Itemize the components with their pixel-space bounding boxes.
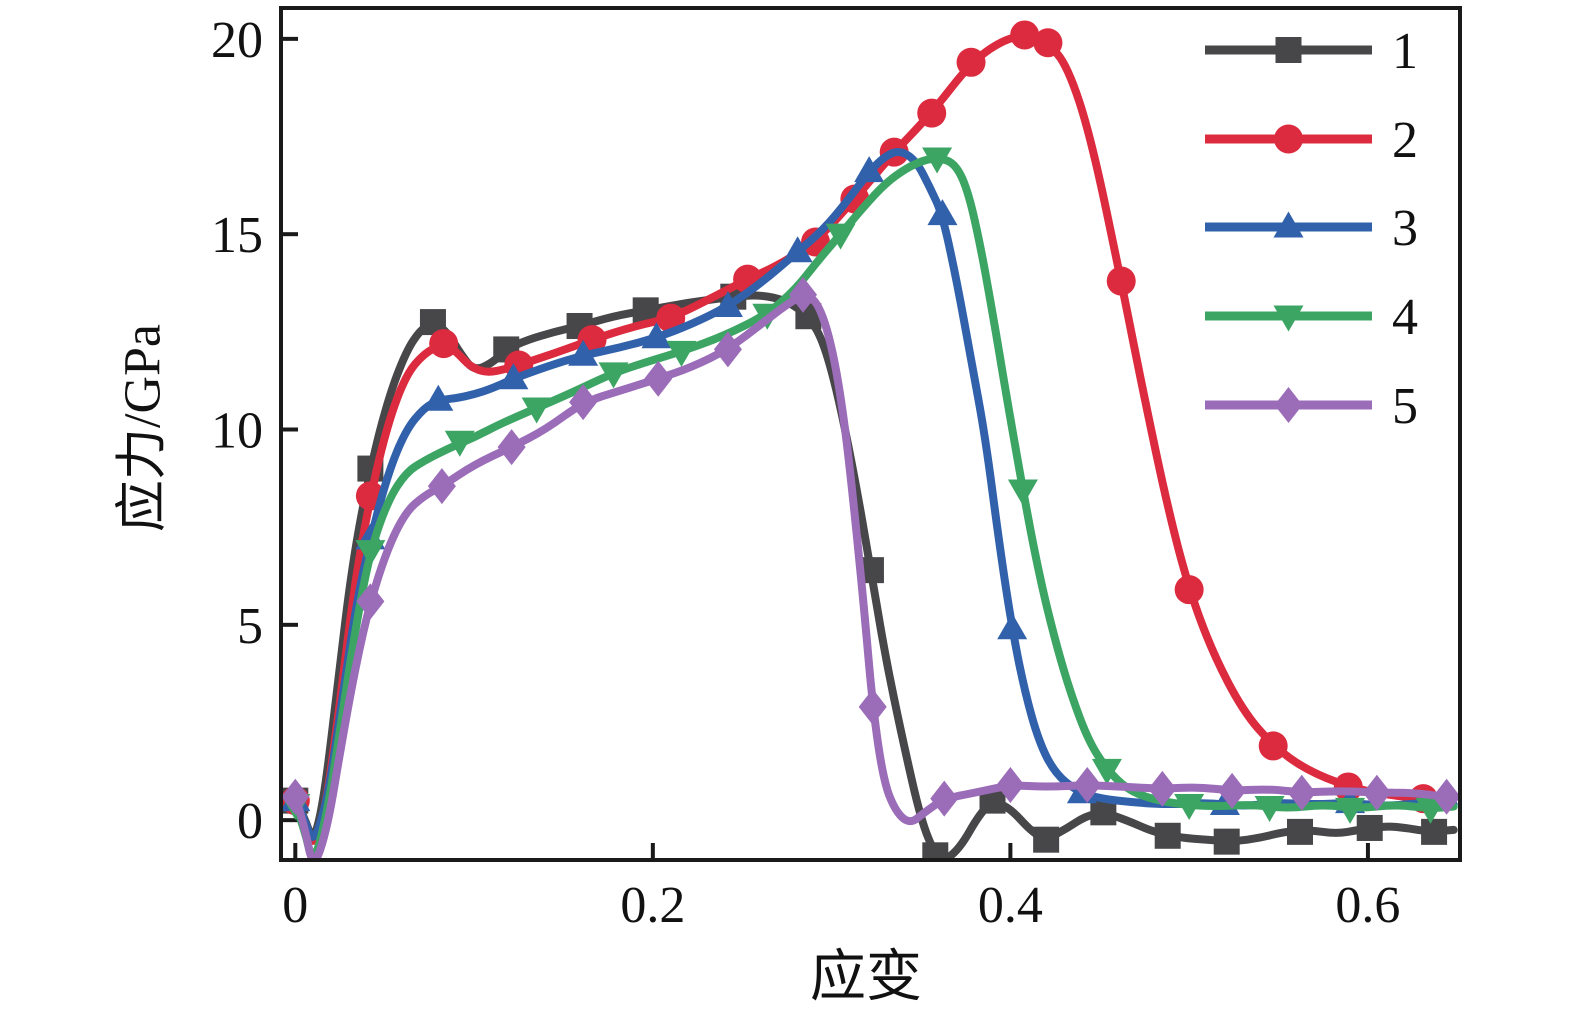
- series-1-marker: [1033, 826, 1060, 853]
- series-layer: [281, 20, 1460, 860]
- series-5-marker: [1432, 778, 1460, 815]
- legend-label: 3: [1392, 200, 1418, 257]
- series-2-marker: [1106, 266, 1136, 296]
- legend-item-4: 4: [1205, 289, 1418, 346]
- series-5-line: [291, 292, 1458, 860]
- series-2-marker: [1033, 28, 1063, 58]
- series-1-marker: [1213, 828, 1240, 855]
- series-5-marker: [930, 780, 959, 817]
- legend-marker: [1273, 305, 1304, 332]
- series-2-marker: [429, 329, 459, 359]
- series-4-marker: [1415, 797, 1446, 824]
- series-5-marker: [569, 384, 598, 421]
- series-5-marker: [1362, 774, 1391, 811]
- series-4-marker: [825, 223, 856, 250]
- x-tick-label: 0.6: [1335, 877, 1400, 934]
- series-5-marker: [644, 360, 673, 397]
- series-1-marker: [1154, 822, 1181, 849]
- series-4-marker: [1335, 797, 1366, 824]
- series-5-marker: [858, 688, 887, 725]
- series-4-marker: [355, 540, 386, 567]
- series-2-marker: [1174, 575, 1204, 605]
- series-5-marker: [1287, 774, 1316, 811]
- plot-frame: [279, 6, 1462, 862]
- series-5-marker: [427, 468, 456, 505]
- series-3-marker: [641, 322, 672, 349]
- y-tick-label: 10: [211, 403, 263, 460]
- legend-item-5: 5: [1205, 378, 1418, 435]
- series-2-marker: [917, 98, 947, 128]
- y-tick-label: 15: [211, 207, 263, 264]
- legend-marker: [1274, 387, 1303, 423]
- y-axis-title: 应力/GPa: [114, 323, 172, 533]
- series-3-marker: [568, 339, 599, 366]
- x-tick-label: 0: [282, 877, 308, 934]
- y-tick-label: 5: [237, 598, 263, 655]
- series-4-marker: [922, 147, 953, 174]
- series-5-marker: [789, 276, 818, 313]
- series-4-marker: [598, 362, 629, 389]
- series-3-marker: [927, 199, 958, 226]
- series-1-marker: [1421, 818, 1448, 845]
- series-5-marker: [1218, 772, 1247, 809]
- series-4-marker: [1091, 758, 1122, 785]
- x-tick-label: 0.4: [978, 877, 1043, 934]
- series-5-marker: [1148, 770, 1177, 807]
- y-tick-label: 20: [211, 12, 263, 69]
- series-4-marker: [1007, 479, 1038, 506]
- legend-label: 4: [1392, 289, 1418, 346]
- series-4-marker: [521, 397, 552, 424]
- legend-label: 1: [1392, 23, 1418, 80]
- series-2-marker: [1010, 20, 1040, 50]
- legend-marker: [1274, 124, 1303, 154]
- legend-marker: [1275, 37, 1302, 63]
- series-3-marker: [498, 363, 529, 390]
- series-3-marker: [997, 613, 1028, 640]
- x-tick-label: 0.2: [620, 877, 685, 934]
- series-3-marker: [712, 290, 743, 317]
- series-5-marker: [713, 331, 742, 368]
- series-1-marker: [1286, 818, 1313, 845]
- legend-label: 2: [1392, 112, 1418, 169]
- legend-item-1: 1: [1205, 23, 1418, 80]
- series-2-marker: [1258, 731, 1288, 761]
- series-4-marker: [1254, 795, 1285, 822]
- series-5-marker: [281, 778, 310, 815]
- series-3-marker: [782, 236, 813, 263]
- x-axis-title: 应变: [810, 946, 922, 1009]
- series-5-marker: [497, 429, 526, 466]
- series-4-marker: [666, 340, 697, 367]
- series-4-marker: [1174, 794, 1205, 821]
- legend-marker: [1273, 211, 1304, 238]
- series-5-marker: [996, 766, 1025, 803]
- y-tick-label: 0: [237, 793, 263, 850]
- legend-item-3: 3: [1205, 200, 1418, 257]
- series-4-marker: [444, 430, 475, 457]
- series-5-marker: [1073, 766, 1102, 803]
- series-3-marker: [423, 384, 454, 411]
- legend-item-2: 2: [1205, 112, 1418, 169]
- series-1-marker: [922, 842, 949, 860]
- series-1-marker: [1356, 814, 1383, 841]
- series-2-marker: [956, 47, 986, 77]
- series-5-marker: [356, 583, 385, 620]
- legend-label: 5: [1392, 378, 1418, 435]
- series-3-marker: [854, 156, 885, 183]
